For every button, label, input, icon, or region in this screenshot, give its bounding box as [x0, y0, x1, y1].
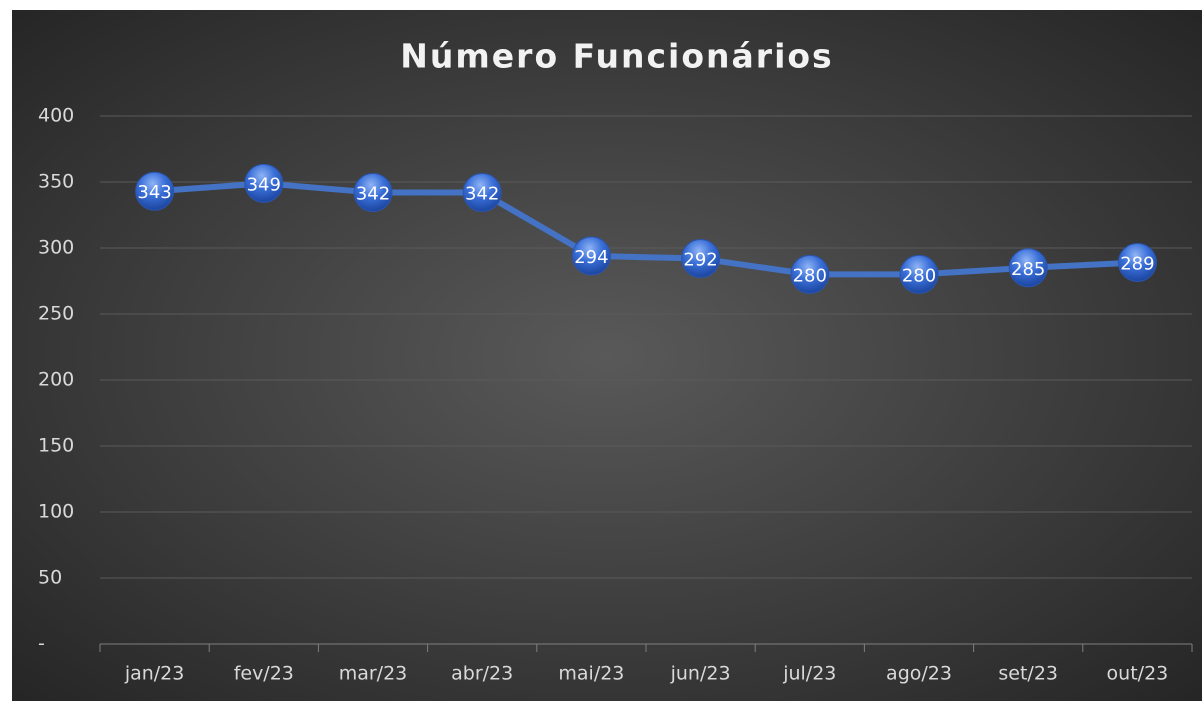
y-tick-label: 50	[38, 567, 62, 589]
y-tick-label: 350	[38, 171, 74, 193]
x-tick-label: jan/23	[124, 663, 185, 685]
data-label: 292	[683, 250, 717, 271]
x-tick-label: abr/23	[451, 663, 513, 685]
data-point	[1117, 243, 1157, 283]
data-line	[154, 180, 1138, 278]
y-tick-label: 100	[38, 501, 74, 523]
chart-title: Número Funcionários	[400, 37, 833, 76]
x-tick-label: mai/23	[558, 663, 624, 685]
data-label: 349	[247, 174, 281, 195]
data-point	[244, 163, 284, 203]
y-tick-label: -	[38, 633, 45, 655]
x-tick-label: out/23	[1107, 663, 1169, 685]
data-point	[135, 171, 175, 211]
data-point	[1008, 248, 1048, 288]
x-tick-label: jul/23	[782, 663, 836, 685]
chart-background	[12, 10, 1202, 701]
data-point	[571, 236, 611, 276]
y-tick-label: 400	[38, 105, 74, 127]
data-point	[681, 239, 721, 279]
y-tick-label: 200	[38, 369, 74, 391]
x-tick-label: ago/23	[886, 663, 952, 685]
data-label: 285	[1011, 259, 1045, 280]
x-tick-label: fev/23	[234, 663, 294, 685]
y-tick-label: 250	[38, 303, 74, 325]
x-tick-label: jun/23	[670, 663, 731, 685]
data-label: 294	[574, 247, 608, 268]
data-label: 289	[1120, 254, 1154, 275]
data-label: 280	[902, 265, 936, 286]
data-label: 342	[465, 184, 499, 205]
data-label: 280	[793, 265, 827, 286]
data-point	[790, 254, 830, 294]
data-point	[899, 254, 939, 294]
x-tick-label: set/23	[998, 663, 1058, 685]
x-tick-label: mar/23	[339, 663, 408, 685]
data-point	[462, 173, 502, 213]
y-tick-label: 150	[38, 435, 74, 457]
data-point	[353, 173, 393, 213]
y-tick-label: 300	[38, 237, 74, 259]
data-label: 343	[137, 182, 171, 203]
data-label: 342	[356, 184, 390, 205]
